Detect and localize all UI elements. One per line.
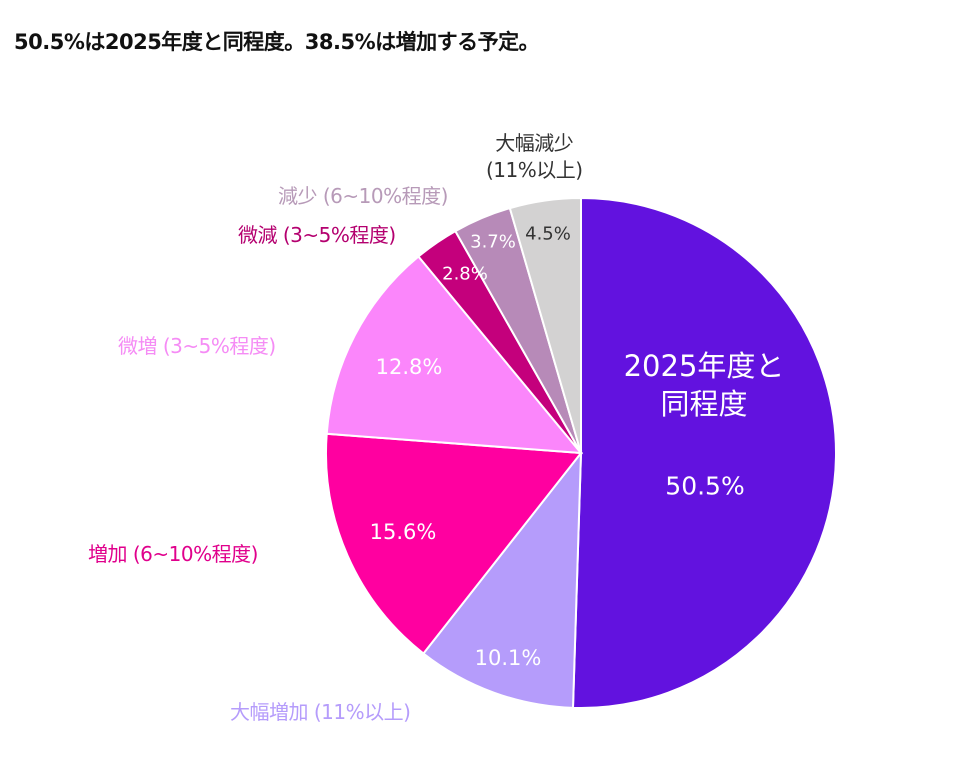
category-label-increase: 増加 (6~10%程度) [88,542,258,566]
category-label-large-decrease: 大幅減少 (11%以上) [486,130,583,184]
category-label-slight-increase: 微増 (3~5%程度) [118,334,276,358]
data-label-large-increase: 10.1% [474,646,542,670]
category-label-large-increase: 大幅増加 (11%以上) [230,700,411,724]
data-label-increase: 15.6% [369,520,437,544]
data-label-slight-increase: 12.8% [375,355,443,379]
pie-slice-2 [325,432,583,655]
data-label-large-decrease: 4.5% [525,223,571,245]
pie-slice-3 [325,255,584,455]
category-label-decrease: 減少 (6~10%程度) [278,184,448,208]
category-label-line: (11%以上) [486,158,583,182]
pie-slice-6 [508,196,582,454]
category-label-line: 大幅減少 [495,131,574,155]
data-label-decrease: 3.7% [470,231,516,253]
data-label-slight-decrease: 2.8% [442,263,488,285]
category-label-slight-decrease: 微減 (3~5%程度) [238,223,396,247]
data-label-same: 50.5% [665,471,745,501]
slice-name-same: 2025年度と 同程度 [624,347,785,423]
slice-name-line: 2025年度と [623,349,785,383]
chart-title: 50.5%は2025年度と同程度。38.5%は増加する予定。 [14,30,540,54]
slice-name-line: 同程度 [660,387,748,421]
pie-slice-1 [422,449,583,709]
pie-slice-0 [571,196,837,709]
